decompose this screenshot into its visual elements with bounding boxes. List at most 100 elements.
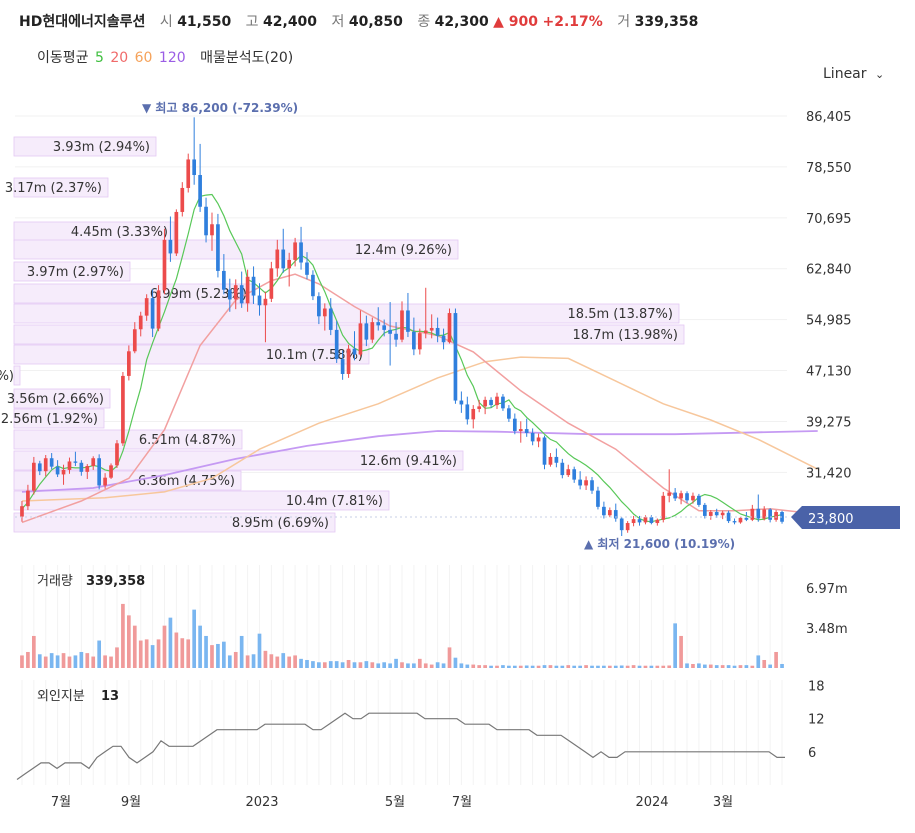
volume-panel-title: 거래량 <box>37 574 73 589</box>
candle-body <box>376 322 381 326</box>
price-axis: 86,405 78,550 70,695 62,840 54,985 47,130 39,2… <box>806 110 852 481</box>
candle <box>489 397 493 408</box>
volume-bar <box>685 663 689 668</box>
close-value: 42,300 <box>434 14 489 30</box>
candle <box>471 405 476 429</box>
candle-body <box>708 512 713 516</box>
volume-bar <box>162 625 167 668</box>
x-axis-label: 2024 <box>635 795 668 810</box>
volume-profile-label: 3.97m (2.97%) <box>27 265 124 280</box>
volume-bar <box>32 635 36 668</box>
candle-body <box>37 463 42 472</box>
x-axis-label: 7월 <box>452 795 472 810</box>
candle-body <box>554 456 559 463</box>
volume-profile-bar <box>13 470 242 491</box>
candle <box>394 322 398 347</box>
candle-body <box>352 348 357 355</box>
volume-bar <box>661 665 666 668</box>
volume-bar <box>702 664 707 668</box>
volume-bar <box>489 665 493 668</box>
candle-body <box>471 408 476 420</box>
min-annotation: ▲ 최저 21,600 (10.19%) <box>584 536 735 551</box>
candle <box>340 350 345 380</box>
candle-body <box>216 224 220 271</box>
ma120-label[interactable]: 120 <box>158 50 186 66</box>
candle-body <box>281 249 286 269</box>
volume-bar <box>103 655 107 668</box>
x-axis: 7월 9월 2023 5월 7월 2024 3월 <box>51 795 733 810</box>
candle-body <box>691 495 695 501</box>
volume-bar <box>483 665 487 668</box>
volume-bar <box>726 665 731 668</box>
candle-body <box>210 224 214 236</box>
volume-profile-label: 18.5m (13.87%) <box>568 307 673 322</box>
candle <box>305 252 309 280</box>
volume-profile-bar <box>13 512 336 533</box>
price-header: HD현대에너지솔루션 시 41,550 고 42,400 저 40,850 종 … <box>19 11 698 31</box>
volume-bar <box>227 655 232 668</box>
candle-body <box>560 462 565 476</box>
candle-body <box>334 329 339 360</box>
candle-body <box>732 521 737 523</box>
candle <box>501 394 505 411</box>
candle <box>613 503 618 522</box>
ma60-label[interactable]: 60 <box>134 50 153 66</box>
candle-body <box>774 512 778 520</box>
candle-body <box>192 159 197 176</box>
candle <box>73 451 78 467</box>
candle <box>602 501 606 519</box>
candle-body <box>643 517 648 523</box>
volume-bar <box>453 657 458 668</box>
candle <box>607 507 612 518</box>
candle <box>619 517 624 536</box>
ma5-label[interactable]: 5 <box>94 50 104 66</box>
candle <box>423 287 428 339</box>
volume-bar <box>180 638 185 668</box>
volume-bar <box>352 662 357 668</box>
volume-bar <box>299 658 303 668</box>
candle-body <box>542 437 547 465</box>
candle-body <box>750 508 755 520</box>
candle <box>578 471 582 490</box>
volume-bar <box>222 641 226 668</box>
candle-body <box>441 335 446 343</box>
candle-body <box>263 298 268 306</box>
x-axis-label: 3월 <box>713 795 733 810</box>
volume-bar <box>429 664 434 668</box>
candle-body <box>150 298 155 329</box>
volume-bar <box>524 665 529 668</box>
volume-bar <box>774 651 778 668</box>
volume-profile-label[interactable]: 매물분석도(20) <box>200 50 294 66</box>
scale-selector[interactable]: Linear ⌄ <box>823 66 884 82</box>
volume-bar <box>477 665 482 668</box>
candle <box>352 331 357 361</box>
candle-body <box>103 477 107 486</box>
foreign-plot-bg <box>15 680 787 785</box>
candle <box>103 473 107 489</box>
candle-body <box>227 289 232 300</box>
volume-bar <box>750 665 755 668</box>
ma60-line <box>21 356 819 502</box>
ma20-label[interactable]: 20 <box>110 50 129 66</box>
candle <box>115 440 119 468</box>
volume-bar <box>756 655 761 668</box>
candle <box>376 307 381 331</box>
candle <box>453 308 458 404</box>
candle-body <box>299 242 303 263</box>
candle <box>756 494 761 522</box>
candle-body <box>423 330 428 334</box>
foreign-tick-label: 12 <box>808 713 825 728</box>
candle-body <box>406 310 410 332</box>
volume-bar <box>714 665 719 668</box>
candles[interactable] <box>20 117 784 536</box>
candle-body <box>655 519 660 524</box>
candle-body <box>168 239 173 254</box>
candle-body <box>667 492 672 496</box>
volume-bar <box>738 665 743 668</box>
candle <box>156 285 161 332</box>
volume-bar <box>459 663 464 668</box>
volume-bar <box>269 654 274 668</box>
candle-body <box>590 480 594 491</box>
volume-plot-bg <box>15 565 787 668</box>
